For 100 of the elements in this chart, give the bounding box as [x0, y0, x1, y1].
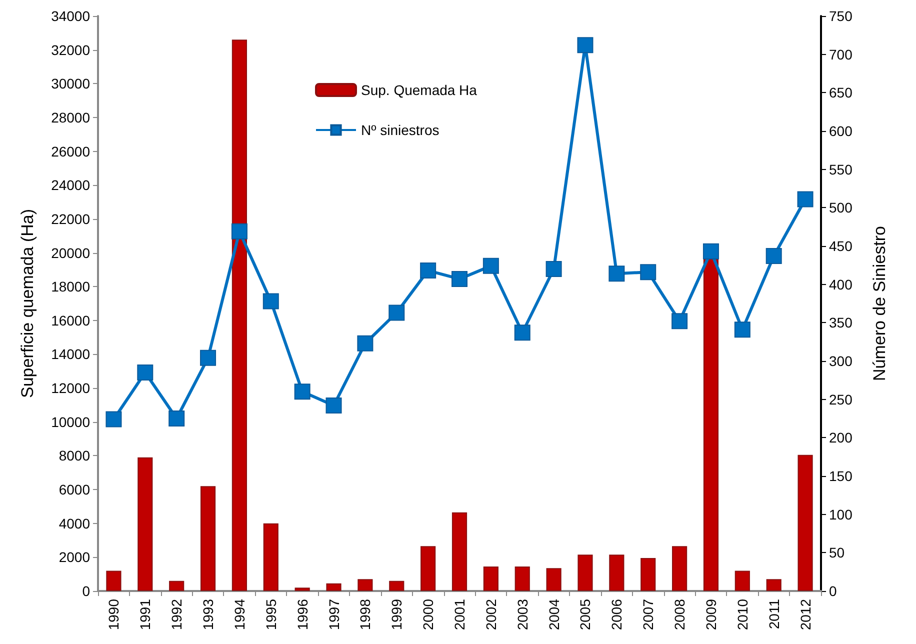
x-tick-label: 1990: [106, 598, 122, 630]
y-tick-label: 0: [82, 583, 90, 599]
x-tick-label: 2003: [514, 598, 530, 630]
point: [640, 264, 656, 280]
bar: [672, 546, 688, 591]
y-tick-label: 22000: [51, 210, 90, 227]
y2-tick-label: 700: [829, 46, 853, 62]
bar: [514, 566, 530, 591]
bar: [766, 579, 782, 591]
bar: [483, 566, 498, 591]
bar: [200, 486, 216, 591]
y2-tick-label: 250: [829, 391, 853, 408]
point: [546, 261, 562, 277]
y2-tick-label: 650: [829, 84, 853, 101]
bar: [232, 40, 247, 591]
y-tick-label: 2000: [58, 549, 90, 566]
point: [326, 397, 342, 414]
point: [482, 258, 499, 274]
point: [420, 262, 436, 279]
y-tick-label: 10000: [51, 414, 90, 430]
y2-tick-label: 300: [829, 353, 853, 369]
point: [702, 243, 719, 260]
x-tick-label: 2001: [452, 598, 468, 630]
y-tick-label: 4000: [58, 515, 90, 532]
bar: [358, 579, 373, 591]
y2-tick-label: 600: [829, 123, 853, 139]
point: [357, 335, 374, 352]
y-tick-label: 14000: [51, 346, 90, 362]
point: [388, 304, 405, 321]
y-tick-label: 30000: [51, 76, 90, 92]
bar: [169, 580, 184, 591]
bar: [798, 454, 813, 591]
y2-tick-label: 500: [829, 200, 853, 216]
bar: [640, 558, 656, 591]
bar: [326, 583, 342, 591]
y-tick-label: 20000: [51, 244, 90, 261]
point: [106, 411, 122, 428]
x-tick-label: 2005: [577, 598, 594, 630]
x-tick-label: 2007: [640, 598, 656, 630]
y2-tick-label: 0: [829, 583, 837, 599]
y-axis-title: Superficie quemada (Ha): [18, 209, 37, 398]
x-tick-label: 2012: [797, 598, 814, 630]
bar: [106, 570, 122, 591]
bar: [138, 457, 153, 591]
x-tick-label: 1997: [326, 598, 342, 630]
y-tick-label: 24000: [51, 177, 90, 194]
y-tick-label: 28000: [51, 109, 90, 126]
x-tick-label: 1991: [137, 598, 154, 630]
bar: [452, 512, 468, 591]
bar: [420, 546, 436, 591]
x-tick-label: 2002: [482, 598, 499, 630]
x-tick-label: 1993: [200, 598, 216, 630]
point: [231, 223, 248, 240]
y-tick-label: 34000: [51, 8, 90, 24]
x-tick-label: 2000: [420, 598, 436, 630]
x-tick-label: 2004: [546, 598, 562, 630]
legend-label: Sup. Quemada Ha: [361, 82, 478, 98]
bar: [703, 258, 719, 591]
y-tick-label: 16000: [51, 312, 90, 328]
legend-label: Nº siniestros: [361, 122, 440, 138]
x-tick-label: 2009: [702, 598, 719, 630]
bar: [578, 554, 593, 591]
x-tick-label: 2011: [766, 598, 782, 630]
x-tick-label: 1996: [294, 598, 310, 630]
point: [452, 270, 468, 287]
x-tick-label: 2008: [672, 598, 688, 630]
x-tick-label: 2010: [734, 598, 750, 630]
point: [514, 324, 530, 341]
y2-tick-label: 350: [829, 314, 853, 331]
point: [608, 266, 625, 282]
y2-tick-label: 150: [829, 468, 853, 484]
bar: [263, 523, 278, 591]
point: [734, 322, 750, 338]
y2-tick-label: 200: [829, 430, 853, 446]
y-tick-label: 26000: [51, 143, 90, 160]
point: [200, 350, 216, 366]
y2-axis-title: Número de Siniestro: [870, 226, 889, 381]
bar: [294, 588, 310, 591]
y-tick-label: 8000: [58, 448, 90, 464]
y-tick-label: 18000: [51, 278, 90, 295]
bar: [389, 580, 404, 591]
y-tick-label: 12000: [51, 380, 90, 396]
point: [168, 410, 185, 426]
y2-tick-label: 100: [829, 506, 853, 522]
bar: [546, 568, 562, 591]
point: [766, 248, 782, 264]
bar: [734, 570, 750, 591]
y2-tick-label: 550: [829, 161, 853, 178]
x-tick-label: 1992: [168, 598, 185, 630]
point: [137, 364, 154, 380]
y2-tick-label: 50: [829, 544, 845, 561]
point: [577, 37, 594, 54]
y2-tick-label: 400: [829, 276, 853, 292]
point: [797, 191, 814, 208]
y-tick-label: 6000: [58, 482, 90, 498]
point: [672, 313, 688, 330]
x-tick-label: 1994: [231, 598, 248, 630]
x-tick-label: 2006: [608, 598, 625, 630]
point: [294, 384, 310, 400]
x-tick-label: 1995: [262, 598, 279, 630]
